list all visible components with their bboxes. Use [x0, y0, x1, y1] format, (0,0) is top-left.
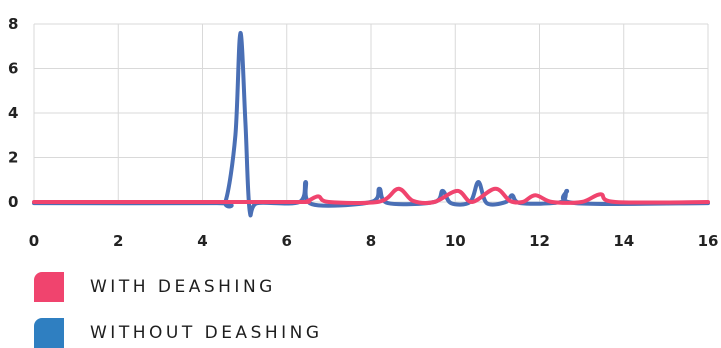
x-tick-label: 14	[613, 232, 634, 250]
legend-item-without-deashing: WITHOUT DEASHING	[34, 318, 323, 348]
x-tick-label: 0	[29, 232, 39, 250]
legend-item-with-deashing: WITH DEASHING	[34, 272, 276, 302]
y-tick-label: 6	[8, 60, 18, 78]
x-tick-label: 10	[445, 232, 466, 250]
legend-swatch-with-deashing	[34, 272, 64, 302]
y-tick-label: 2	[8, 149, 18, 167]
y-tick-label: 8	[8, 15, 18, 33]
y-tick-label: 0	[8, 193, 18, 211]
grid-lines	[33, 23, 709, 203]
legend-label-without-deashing: WITHOUT DEASHING	[90, 323, 323, 343]
legend-swatch-without-deashing	[34, 318, 64, 348]
x-tick-label: 12	[529, 232, 550, 250]
series-lines	[32, 30, 710, 218]
x-tick-label: 2	[113, 232, 123, 250]
x-tick-label: 6	[282, 232, 292, 250]
series-line-with-deashing	[32, 186, 710, 205]
x-tick-label: 16	[698, 232, 719, 250]
line-chart: 0 2 4 6 8 10 12 14 16 0 2 4 6 8	[8, 15, 719, 250]
x-axis-tick-labels: 0 2 4 6 8 10 12 14 16	[29, 232, 719, 250]
y-tick-label: 4	[8, 104, 18, 122]
x-tick-label: 8	[366, 232, 376, 250]
legend-label-with-deashing: WITH DEASHING	[90, 277, 276, 297]
x-tick-label: 4	[197, 232, 207, 250]
y-axis-tick-labels: 0 2 4 6 8	[8, 15, 18, 211]
